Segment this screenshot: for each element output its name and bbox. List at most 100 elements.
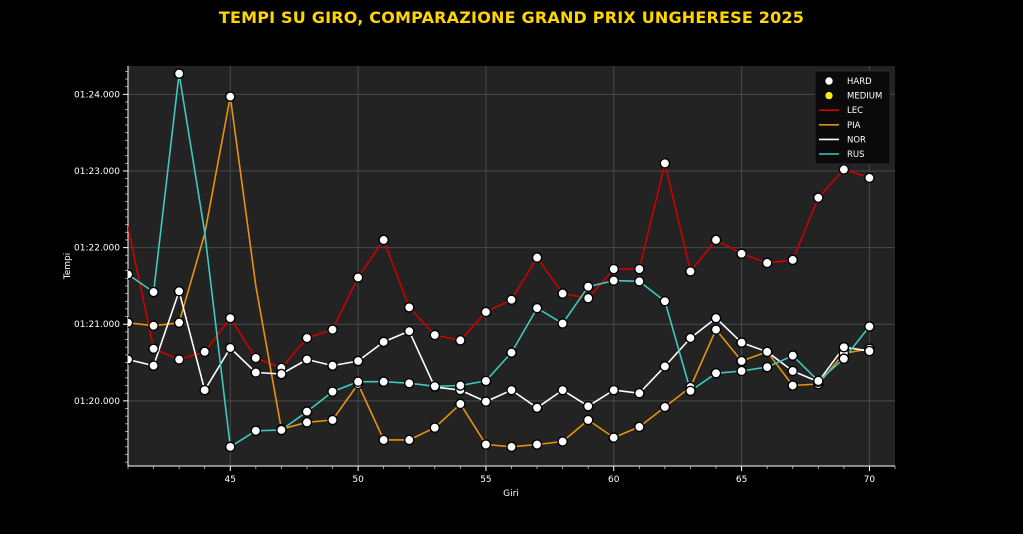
plot-area xyxy=(128,66,895,466)
data-point-lec xyxy=(480,306,492,318)
data-point-nor xyxy=(531,402,543,414)
data-point-lec xyxy=(608,263,620,275)
data-point-pia xyxy=(403,434,415,446)
y-tick-label: 01:20.000 xyxy=(74,397,120,407)
y-tick-label: 01:22.000 xyxy=(74,244,120,254)
legend-label-medium: MEDIUM xyxy=(847,92,882,102)
data-point-rus xyxy=(301,406,313,417)
data-point-lec xyxy=(429,329,441,341)
data-point-lec xyxy=(736,248,747,260)
data-point-rus xyxy=(250,425,262,437)
data-point-lec xyxy=(813,192,824,204)
legend-box xyxy=(814,70,891,165)
data-point-nor xyxy=(276,368,287,380)
data-point-rus xyxy=(787,350,799,361)
data-point-nor xyxy=(582,400,594,412)
data-point-rus xyxy=(531,302,543,314)
data-point-pia xyxy=(736,355,747,367)
y-tick-label: 01:24.000 xyxy=(74,90,120,100)
data-point-nor xyxy=(659,361,671,372)
marker-layer xyxy=(128,68,875,453)
data-point-nor xyxy=(736,337,747,348)
data-point-lec xyxy=(864,172,875,184)
legend-label-lec: LEC xyxy=(847,106,863,116)
legend: HARD MEDIUM LEC PIA NOR RUS xyxy=(814,70,891,165)
data-point-rus xyxy=(480,375,492,387)
data-point-nor xyxy=(634,387,645,399)
data-point-rus xyxy=(634,276,645,287)
data-point-lec xyxy=(634,263,645,275)
data-point-nor xyxy=(327,360,338,371)
data-point-pia xyxy=(148,320,159,332)
data-point-nor xyxy=(378,336,389,348)
data-point-lec xyxy=(199,346,210,358)
data-point-nor xyxy=(128,354,134,365)
data-point-nor xyxy=(787,365,799,377)
data-point-nor xyxy=(557,384,568,396)
data-point-lec xyxy=(148,343,159,355)
data-point-nor xyxy=(352,355,364,367)
data-point-pia xyxy=(582,414,594,426)
data-point-lec xyxy=(250,352,262,364)
data-point-lec xyxy=(787,254,799,266)
data-point-lec xyxy=(838,164,850,175)
legend-label-pia: PIA xyxy=(847,121,861,131)
data-point-lec xyxy=(710,234,722,246)
legend-marker-medium xyxy=(824,90,834,101)
data-point-nor xyxy=(199,384,210,396)
data-point-rus xyxy=(352,376,364,388)
data-point-lec xyxy=(173,354,185,365)
data-point-rus xyxy=(148,286,159,298)
legend-marker-hard xyxy=(824,76,834,86)
data-point-nor xyxy=(480,396,492,407)
data-point-rus xyxy=(838,353,850,365)
data-point-lec xyxy=(352,272,364,283)
y-tick-label: 01:23.000 xyxy=(74,167,120,177)
data-point-lec xyxy=(327,324,338,335)
data-point-lec xyxy=(403,302,415,313)
data-point-lec xyxy=(378,234,389,246)
x-tick-label: 45 xyxy=(225,475,236,485)
x-tick-label: 60 xyxy=(608,475,620,485)
data-point-pia xyxy=(659,401,671,413)
data-point-rus xyxy=(659,295,671,307)
data-point-rus xyxy=(403,377,415,389)
data-point-pia xyxy=(506,441,517,453)
data-point-pia xyxy=(480,439,492,450)
data-point-rus xyxy=(813,375,824,387)
data-point-rus xyxy=(736,365,747,377)
data-point-nor xyxy=(403,325,415,337)
legend-label-rus: RUS xyxy=(847,150,865,160)
x-tick-label: 50 xyxy=(352,475,364,485)
data-point-rus xyxy=(429,381,441,392)
data-point-pia xyxy=(224,91,236,102)
data-point-nor xyxy=(506,384,517,396)
data-point-pia xyxy=(455,398,466,410)
data-point-nor xyxy=(864,345,875,357)
x-tick-label: 70 xyxy=(864,475,876,485)
data-point-rus xyxy=(685,385,696,397)
legend-label-nor: NOR xyxy=(847,135,866,145)
data-point-rus xyxy=(128,269,134,280)
data-point-lec xyxy=(301,332,313,344)
data-point-lec xyxy=(455,335,466,346)
x-tick-label: 55 xyxy=(480,475,491,485)
data-point-pia xyxy=(608,432,620,443)
data-point-pia xyxy=(429,422,441,433)
data-point-nor xyxy=(710,312,722,324)
data-point-nor xyxy=(173,285,185,297)
data-point-nor xyxy=(838,341,850,353)
data-point-rus xyxy=(710,367,722,379)
data-point-nor xyxy=(685,332,696,344)
data-point-lec xyxy=(685,266,696,277)
data-point-nor xyxy=(301,354,313,365)
data-point-rus xyxy=(608,275,620,286)
data-point-lec xyxy=(224,312,236,324)
data-point-nor xyxy=(148,360,159,371)
data-point-pia xyxy=(327,414,338,426)
data-point-rus xyxy=(378,376,389,388)
data-point-pia xyxy=(787,380,799,391)
data-point-rus xyxy=(761,361,773,373)
data-point-pia xyxy=(710,324,722,335)
data-point-nor xyxy=(224,342,236,354)
